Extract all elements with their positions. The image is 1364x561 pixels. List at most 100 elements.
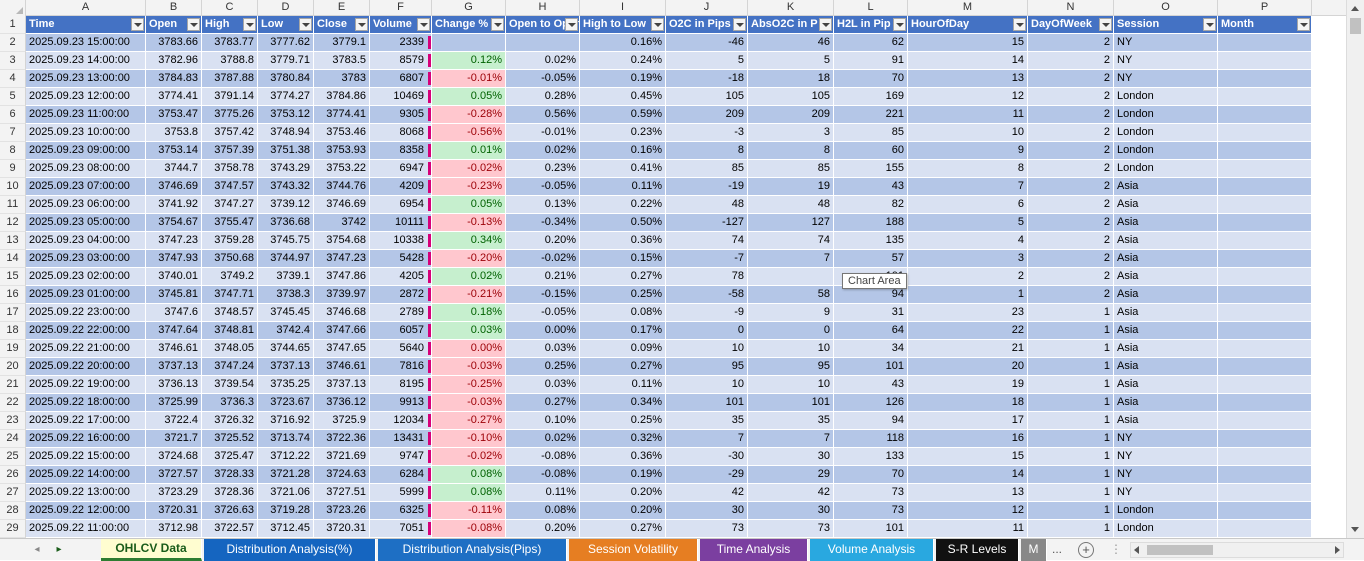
cell[interactable]: 10111 xyxy=(370,214,432,232)
cell[interactable]: -0.34% xyxy=(506,214,580,232)
cell[interactable]: 0.20% xyxy=(580,502,666,520)
cell[interactable]: 31 xyxy=(834,304,908,322)
cell[interactable]: 3753.46 xyxy=(314,124,370,142)
cell[interactable]: 23 xyxy=(908,304,1028,322)
cell[interactable] xyxy=(1218,286,1312,304)
cell[interactable]: 2025.09.23 04:00:00 xyxy=(26,232,146,250)
cell[interactable]: 3774.41 xyxy=(314,106,370,124)
cell[interactable]: 5 xyxy=(666,52,748,70)
cell[interactable]: 3735.25 xyxy=(258,376,314,394)
cell[interactable]: 3747.64 xyxy=(146,322,202,340)
cell[interactable] xyxy=(1218,520,1312,538)
cell[interactable]: 3751.38 xyxy=(258,142,314,160)
column-letter-A[interactable]: A xyxy=(26,0,146,16)
cell[interactable] xyxy=(748,268,834,286)
cell[interactable]: 3737.13 xyxy=(258,358,314,376)
column-letter-I[interactable]: I xyxy=(580,0,666,16)
cell[interactable]: 20 xyxy=(908,358,1028,376)
cell[interactable]: 42 xyxy=(666,484,748,502)
cell[interactable]: 17 xyxy=(908,412,1028,430)
cell[interactable] xyxy=(1218,412,1312,430)
row-number[interactable]: 8 xyxy=(0,142,26,160)
cell[interactable]: 11 xyxy=(908,106,1028,124)
cell[interactable]: 0.20% xyxy=(506,520,580,538)
cell[interactable]: 7 xyxy=(748,250,834,268)
cell[interactable]: NY xyxy=(1114,448,1218,466)
scroll-down-arrow-icon[interactable] xyxy=(1351,527,1359,532)
cell[interactable]: 0.25% xyxy=(580,286,666,304)
cell[interactable]: 2025.09.22 19:00:00 xyxy=(26,376,146,394)
cell[interactable]: 0.25% xyxy=(506,358,580,376)
cell[interactable]: 0.27% xyxy=(580,358,666,376)
cell[interactable]: 3783.66 xyxy=(146,34,202,52)
cell[interactable]: 95 xyxy=(666,358,748,376)
cell[interactable]: 3722.57 xyxy=(202,520,258,538)
cell[interactable]: 19 xyxy=(748,178,834,196)
cell[interactable]: 3753.47 xyxy=(146,106,202,124)
cell[interactable]: -127 xyxy=(666,214,748,232)
cell[interactable]: 2 xyxy=(1028,52,1114,70)
cell[interactable]: 70 xyxy=(834,466,908,484)
cell[interactable]: 12 xyxy=(908,88,1028,106)
tab-scroll-right-icon[interactable]: ▸ xyxy=(56,544,62,555)
cell[interactable]: Asia xyxy=(1114,394,1218,412)
cell[interactable]: 3740.01 xyxy=(146,268,202,286)
cell[interactable]: -9 xyxy=(666,304,748,322)
header-cell[interactable]: H2L in Pip xyxy=(834,16,908,34)
cell[interactable]: 3784.83 xyxy=(146,70,202,88)
row-number[interactable]: 1 xyxy=(0,16,26,34)
row-number[interactable]: 5 xyxy=(0,88,26,106)
header-cell[interactable]: Low xyxy=(258,16,314,34)
cell[interactable]: 6057 xyxy=(370,322,432,340)
filter-dropdown-icon[interactable] xyxy=(1013,18,1026,31)
column-letter-F[interactable]: F xyxy=(370,0,432,16)
cell[interactable]: 9913 xyxy=(370,394,432,412)
cell[interactable]: 3747.57 xyxy=(202,178,258,196)
cell[interactable]: 3754.68 xyxy=(314,232,370,250)
cell[interactable]: Asia xyxy=(1114,412,1218,430)
cell[interactable]: -0.08% xyxy=(506,448,580,466)
cell[interactable]: 2025.09.23 11:00:00 xyxy=(26,106,146,124)
cell[interactable]: 3747.6 xyxy=(146,304,202,322)
cell[interactable]: 3782.96 xyxy=(146,52,202,70)
cell[interactable]: -0.02% xyxy=(506,250,580,268)
cell[interactable]: 0.15% xyxy=(580,250,666,268)
cell[interactable]: 2 xyxy=(1028,268,1114,286)
cell[interactable]: 10 xyxy=(666,340,748,358)
cell[interactable]: 73 xyxy=(834,502,908,520)
cell[interactable]: 0.27% xyxy=(506,394,580,412)
cell[interactable]: 0.41% xyxy=(580,160,666,178)
cell[interactable]: 0.17% xyxy=(580,322,666,340)
row-number[interactable]: 13 xyxy=(0,232,26,250)
sheet-tab[interactable]: Volume Analysis xyxy=(810,539,934,561)
cell[interactable]: 0.11% xyxy=(506,484,580,502)
filter-dropdown-icon[interactable] xyxy=(131,18,144,31)
cell[interactable]: 2025.09.23 03:00:00 xyxy=(26,250,146,268)
cell[interactable]: -58 xyxy=(666,286,748,304)
tab-scroll-left-icon[interactable]: ◂ xyxy=(34,544,40,555)
cell[interactable]: 3721.7 xyxy=(146,430,202,448)
cell[interactable]: 0.59% xyxy=(580,106,666,124)
cell[interactable]: 2025.09.23 10:00:00 xyxy=(26,124,146,142)
column-letter-G[interactable]: G xyxy=(432,0,506,16)
cell[interactable]: 48 xyxy=(748,196,834,214)
cell[interactable] xyxy=(1218,196,1312,214)
cell[interactable] xyxy=(1218,484,1312,502)
cell[interactable]: 3750.68 xyxy=(202,250,258,268)
cell[interactable]: 3739.97 xyxy=(314,286,370,304)
cell[interactable]: 1 xyxy=(1028,502,1114,520)
filter-dropdown-icon[interactable] xyxy=(187,18,200,31)
row-number[interactable]: 22 xyxy=(0,394,26,412)
row-number[interactable]: 4 xyxy=(0,70,26,88)
filter-dropdown-icon[interactable] xyxy=(355,18,368,31)
vertical-scroll-thumb[interactable] xyxy=(1350,18,1361,34)
cell[interactable]: 2 xyxy=(1028,214,1114,232)
cell[interactable]: 209 xyxy=(666,106,748,124)
cell[interactable]: 5640 xyxy=(370,340,432,358)
cell[interactable]: 2025.09.22 22:00:00 xyxy=(26,322,146,340)
cell[interactable]: 3712.22 xyxy=(258,448,314,466)
cell[interactable]: Asia xyxy=(1114,322,1218,340)
header-cell[interactable]: HourOfDay xyxy=(908,16,1028,34)
cell[interactable]: 0.27% xyxy=(580,520,666,538)
horizontal-scroll-thumb[interactable] xyxy=(1147,545,1213,555)
